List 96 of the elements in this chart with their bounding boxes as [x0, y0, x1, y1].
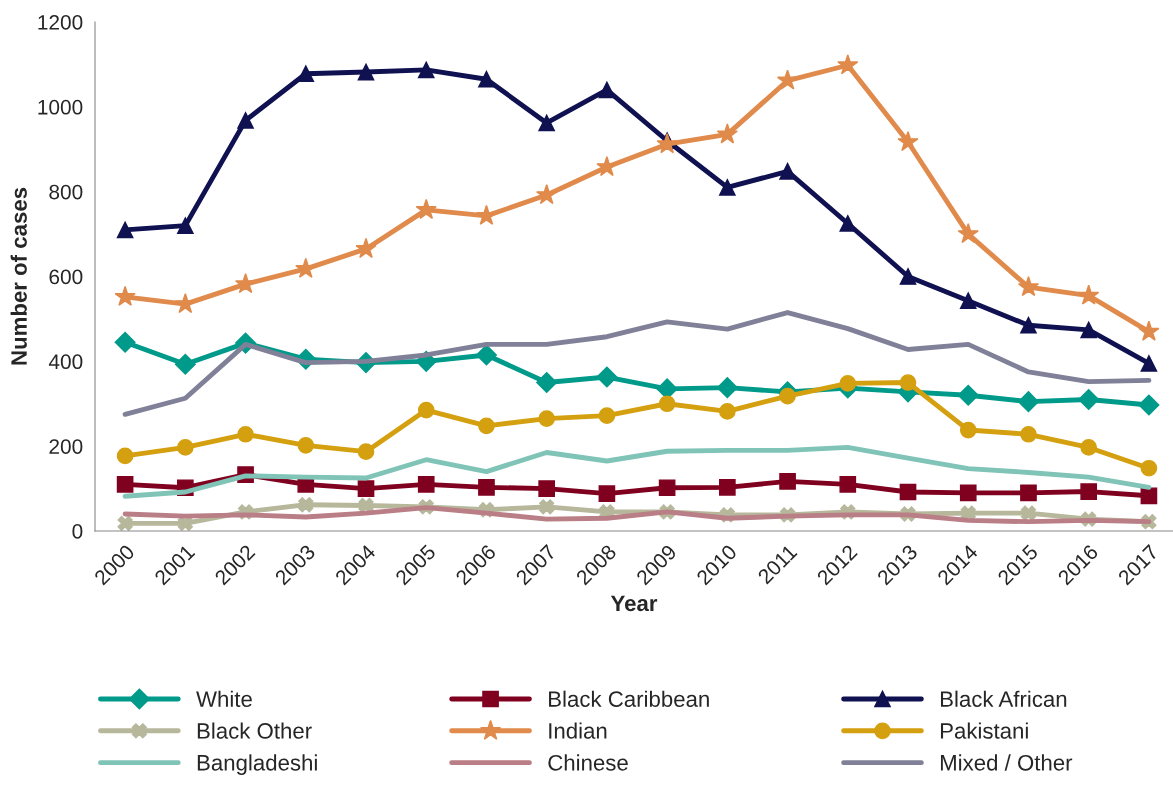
legend-label: White — [196, 690, 252, 707]
point — [174, 353, 196, 375]
point — [536, 183, 558, 205]
legend-label: Chinese — [548, 754, 628, 771]
point — [1078, 284, 1100, 305]
point — [959, 292, 977, 310]
legend-label: Bangladeshi — [197, 754, 317, 776]
point — [1017, 275, 1040, 297]
point — [177, 217, 194, 234]
point — [719, 179, 736, 196]
point — [536, 372, 558, 394]
point — [116, 221, 134, 239]
point — [357, 63, 375, 81]
point — [598, 407, 616, 424]
point — [959, 421, 977, 439]
point — [716, 123, 738, 144]
legend-label: Mixed / Other — [940, 754, 1073, 771]
point — [779, 387, 796, 405]
point — [596, 366, 618, 388]
point — [719, 403, 736, 420]
point — [539, 499, 555, 515]
legend-label: Indian — [549, 722, 607, 739]
point — [1140, 487, 1158, 505]
point — [417, 401, 435, 419]
point — [538, 480, 556, 497]
point — [776, 69, 799, 90]
point — [839, 476, 857, 493]
y-tick-label: 0 — [72, 524, 83, 539]
y-tick-label: 200 — [49, 439, 83, 454]
point — [116, 476, 134, 493]
y-tick-label: 1200 — [38, 15, 83, 30]
line-series — [122, 310, 1152, 417]
point — [1080, 483, 1098, 500]
point — [1140, 459, 1158, 477]
point — [839, 375, 857, 392]
x-axis-title: Year — [610, 595, 658, 612]
point — [957, 384, 979, 406]
point — [298, 497, 314, 513]
point — [177, 439, 194, 456]
point — [417, 61, 435, 79]
point — [478, 417, 495, 435]
point — [658, 479, 676, 497]
point — [897, 130, 919, 152]
point — [719, 478, 736, 496]
point — [478, 70, 495, 88]
point — [355, 237, 377, 259]
point — [114, 331, 136, 353]
point — [116, 447, 134, 465]
point — [899, 268, 917, 285]
point — [1080, 321, 1098, 339]
point — [237, 425, 254, 443]
point — [959, 484, 977, 502]
legend-label: Black African — [940, 690, 1067, 707]
point — [357, 443, 375, 461]
point — [596, 155, 618, 177]
point — [899, 483, 917, 501]
y-axis-title: Number of cases — [10, 187, 27, 365]
point — [1078, 388, 1100, 411]
point — [117, 515, 133, 531]
point — [1138, 320, 1160, 341]
point — [538, 114, 556, 132]
point — [1080, 439, 1098, 456]
point — [297, 436, 315, 454]
point — [357, 480, 375, 497]
point — [417, 476, 435, 493]
point — [779, 162, 796, 180]
point — [598, 485, 616, 503]
point — [1020, 316, 1037, 334]
point — [475, 344, 497, 366]
point — [899, 374, 917, 391]
point — [415, 198, 437, 220]
point — [478, 478, 495, 496]
point — [538, 410, 556, 427]
y-tick-label: 1000 — [38, 99, 83, 115]
point — [656, 133, 678, 154]
legend-label: Black Caribbean — [549, 690, 709, 707]
legend-label: Black Other — [197, 722, 312, 739]
point — [598, 81, 616, 99]
point — [716, 377, 738, 399]
point — [1138, 394, 1160, 416]
point — [957, 222, 979, 244]
point — [297, 65, 315, 83]
point — [1020, 484, 1037, 502]
point — [1020, 425, 1037, 443]
y-tick-label: 600 — [49, 269, 83, 285]
point — [1020, 505, 1037, 521]
legend-label: Pakistani — [940, 722, 1028, 739]
point — [658, 395, 676, 413]
point — [1140, 355, 1158, 372]
y-tick-label: 800 — [49, 184, 83, 200]
y-tick-label: 400 — [48, 354, 83, 370]
point — [1017, 391, 1039, 413]
point — [114, 285, 136, 306]
point — [237, 112, 254, 129]
point — [779, 473, 796, 490]
point — [837, 54, 859, 75]
